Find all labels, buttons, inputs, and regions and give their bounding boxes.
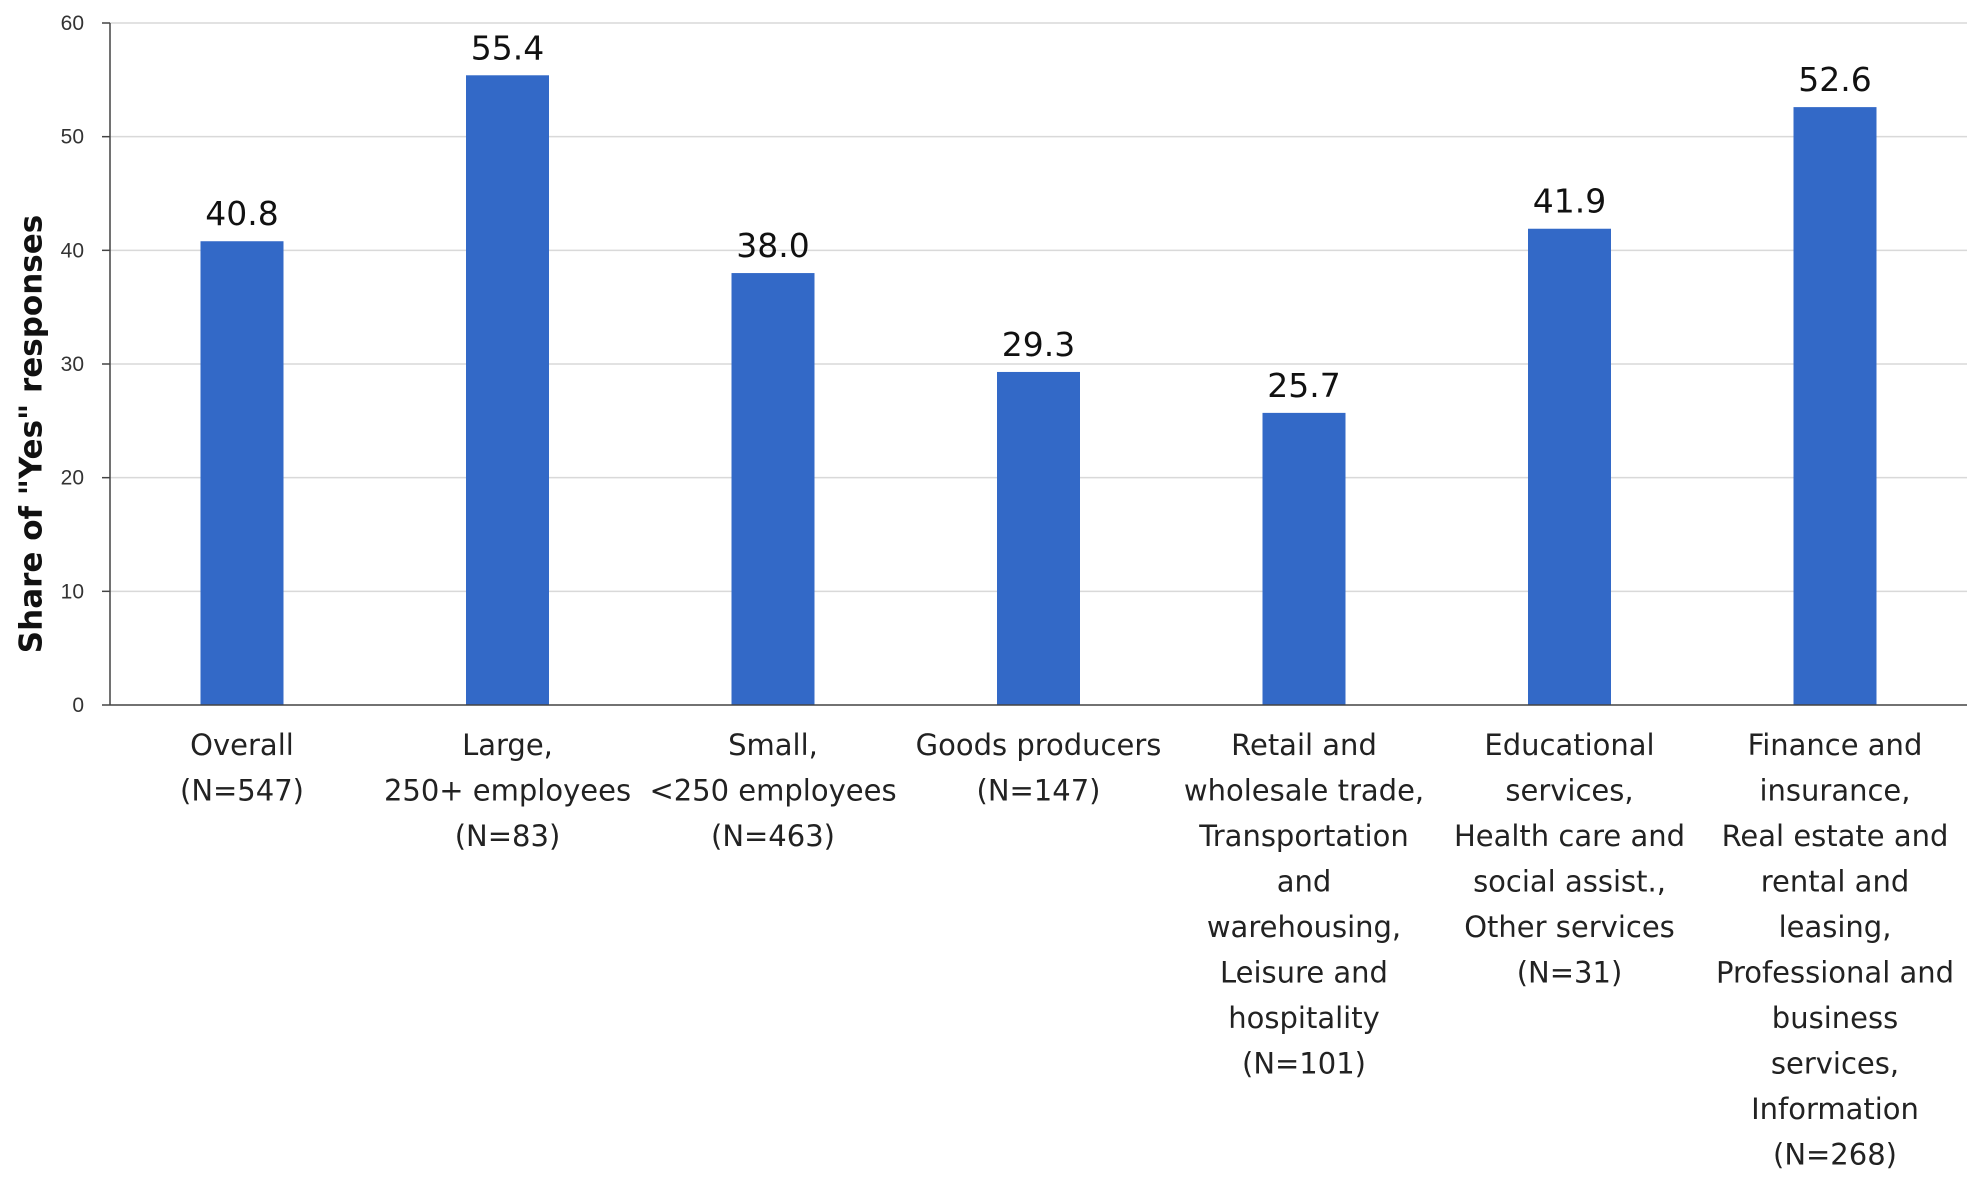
y-axis-title: Share of "Yes" responses xyxy=(14,215,50,653)
data-label: 25.7 xyxy=(1267,366,1340,405)
category-label-line: services, xyxy=(1505,774,1633,808)
bar xyxy=(1528,228,1611,705)
category-label-line: 250+ employees xyxy=(384,774,631,808)
y-axis-ticks: 0 10 20 30 40 50 60 xyxy=(61,12,110,717)
category-label-line: wholesale trade, xyxy=(1184,774,1424,808)
category-label-line: Finance and xyxy=(1748,728,1923,762)
category-label-line: hospitality xyxy=(1228,1001,1380,1035)
y-tick-label: 30 xyxy=(61,353,84,376)
category-label-line: Goods producers xyxy=(916,728,1162,762)
category-label: Goods producers (N=147) xyxy=(916,728,1162,808)
category-label-line: services, xyxy=(1771,1047,1899,1081)
bars xyxy=(200,75,1877,706)
bar xyxy=(1262,412,1346,705)
category-label-line: Transportation xyxy=(1198,819,1408,853)
category-label-line: insurance, xyxy=(1759,774,1910,808)
y-tick-label: 0 xyxy=(72,694,84,717)
category-label-line: rental and xyxy=(1761,865,1909,899)
category-label-line: Large, xyxy=(462,728,553,762)
category-label-line: <250 employees xyxy=(649,774,896,808)
bar xyxy=(731,273,815,705)
category-label-line: social assist., xyxy=(1473,865,1666,899)
category-label-line: and xyxy=(1277,865,1332,899)
category-label-line: business xyxy=(1772,1001,1898,1035)
category-label-line: (N=463) xyxy=(711,819,835,853)
category-label: Educational services, Health care and socia… xyxy=(1454,728,1685,990)
category-label-line: (N=547) xyxy=(180,774,304,808)
category-label-line: Retail and xyxy=(1231,728,1377,762)
category-label: Large, 250+ employees (N=83) xyxy=(384,728,631,853)
category-label-line: Small, xyxy=(728,728,818,762)
data-label: 41.9 xyxy=(1533,182,1606,221)
category-label-line: Educational xyxy=(1484,728,1654,762)
category-label: Overall (N=547) xyxy=(180,728,304,808)
category-label-line: Information xyxy=(1751,1092,1919,1126)
data-label: 52.6 xyxy=(1798,60,1871,99)
y-tick-label: 40 xyxy=(61,239,84,262)
y-tick-label: 10 xyxy=(61,580,84,603)
category-label-line: Professional and xyxy=(1716,956,1954,990)
bar xyxy=(466,75,549,705)
gridlines xyxy=(110,22,1967,593)
category-label-line: Overall xyxy=(190,728,294,762)
y-tick-label: 20 xyxy=(61,467,84,490)
category-label: Small, <250 employees (N=463) xyxy=(649,728,896,853)
category-label-line: (N=147) xyxy=(977,774,1101,808)
category-label-line: Leisure and xyxy=(1220,956,1388,990)
category-label-line: warehousing, xyxy=(1207,910,1401,944)
category-label-line: (N=83) xyxy=(455,819,561,853)
category-label: Finance and insurance, Real estate and rent… xyxy=(1716,728,1954,1172)
x-axis-category-labels: Overall (N=547) Large, 250+ employees (N=83)… xyxy=(180,728,1954,1172)
y-tick-label: 60 xyxy=(61,12,84,35)
category-label-line: Real estate and xyxy=(1722,819,1949,853)
data-label: 40.8 xyxy=(205,194,278,233)
data-label: 29.3 xyxy=(1002,325,1075,364)
category-label-line: Health care and xyxy=(1454,819,1685,853)
category-label: Retail and wholesale trade, Transportation… xyxy=(1184,728,1424,1081)
data-label: 38.0 xyxy=(736,226,809,265)
bar xyxy=(1793,107,1877,705)
category-label-line: (N=101) xyxy=(1242,1047,1366,1081)
category-label-line: (N=31) xyxy=(1517,956,1623,990)
y-tick-label: 50 xyxy=(61,126,84,149)
data-labels: 40.8 55.4 38.0 29.3 25.7 41.9 52.6 xyxy=(205,28,1871,405)
data-label: 55.4 xyxy=(471,28,544,67)
bar xyxy=(200,241,284,706)
category-label-line: (N=268) xyxy=(1773,1138,1897,1172)
category-label-line: leasing, xyxy=(1779,910,1892,944)
category-label-line: Other services xyxy=(1464,910,1675,944)
bar xyxy=(997,371,1080,705)
